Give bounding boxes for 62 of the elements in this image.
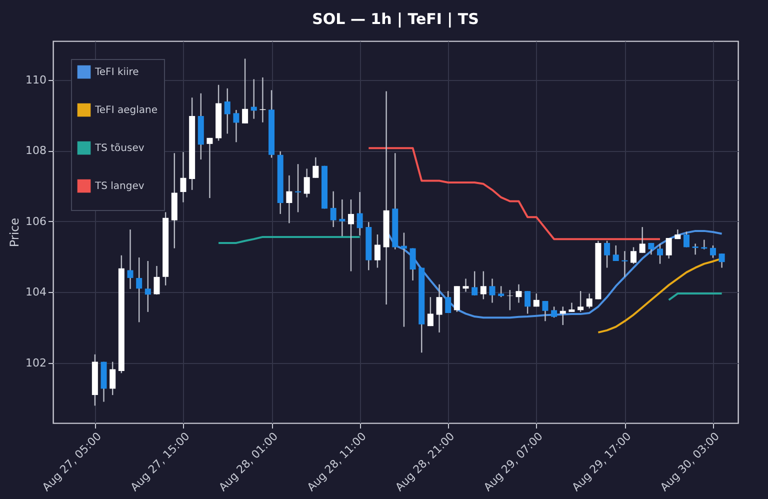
y-tick-label: 104 xyxy=(26,286,46,299)
candlestick xyxy=(630,246,637,264)
candlestick xyxy=(356,191,363,236)
candlestick xyxy=(339,198,346,237)
candlestick xyxy=(445,290,452,314)
candlestick xyxy=(533,292,540,308)
candlestick xyxy=(295,163,302,213)
candlestick xyxy=(136,256,142,323)
candlestick xyxy=(374,234,380,268)
legend-label: TeFI aeglane xyxy=(94,105,158,116)
candlestick xyxy=(586,292,592,309)
y-tick-label: 110 xyxy=(26,73,46,86)
candlestick xyxy=(472,270,478,296)
candlestick xyxy=(551,306,558,318)
candlestick xyxy=(604,240,610,268)
candlestick xyxy=(506,289,513,311)
candlestick xyxy=(206,137,213,199)
legend-label: TeFI kiire xyxy=(94,67,139,78)
candlestick xyxy=(701,239,708,250)
candlestick xyxy=(330,190,336,228)
candlestick xyxy=(224,88,230,134)
candlestick xyxy=(304,168,310,198)
y-axis-title: Price xyxy=(8,218,22,248)
candlestick xyxy=(348,198,354,272)
line-series xyxy=(368,147,662,240)
candlestick xyxy=(312,156,319,178)
legend-label: TS langev xyxy=(94,181,144,192)
candlestick xyxy=(683,231,690,248)
candlestick xyxy=(578,290,584,313)
candlestick xyxy=(286,174,292,224)
candlestick xyxy=(639,226,646,254)
candlestick xyxy=(154,265,160,296)
candlestick xyxy=(612,244,619,262)
candlestick xyxy=(110,361,116,396)
candlestick xyxy=(710,244,716,258)
candlestick xyxy=(127,228,134,290)
candlestick xyxy=(516,284,522,304)
candlestick xyxy=(480,270,486,300)
candlestick xyxy=(542,300,548,322)
y-tick-label: 108 xyxy=(26,144,46,158)
candlestick xyxy=(622,250,628,278)
y-tick-label: 106 xyxy=(26,214,46,228)
candlestick xyxy=(410,248,416,282)
candlestick xyxy=(242,58,248,124)
candlestick xyxy=(180,151,186,203)
candlestick xyxy=(144,260,151,313)
candlestick xyxy=(427,296,434,327)
candlestick xyxy=(524,290,531,314)
chart-title: SOL — 1h | TeFI | TS xyxy=(312,10,479,28)
candlestick xyxy=(692,243,698,256)
candlestick xyxy=(498,286,504,298)
candlestick xyxy=(489,278,496,304)
candlestick xyxy=(462,278,469,292)
candlestick xyxy=(568,302,575,313)
candlestick xyxy=(436,284,442,334)
candlestick xyxy=(233,109,240,143)
candlestick xyxy=(718,252,725,268)
candlestick xyxy=(657,243,664,264)
y-tick-label: 102 xyxy=(26,356,46,370)
legend-label: TS tõusev xyxy=(94,143,144,154)
candlestick xyxy=(250,78,257,120)
candlestick xyxy=(666,237,672,260)
